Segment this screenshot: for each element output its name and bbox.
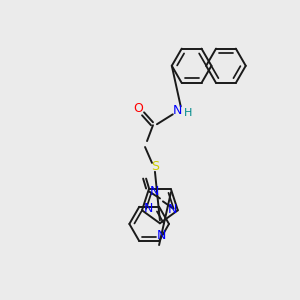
Text: N: N bbox=[156, 229, 166, 242]
Text: H: H bbox=[184, 108, 192, 118]
Text: S: S bbox=[151, 160, 159, 173]
Text: O: O bbox=[133, 102, 143, 115]
Text: N: N bbox=[150, 185, 160, 198]
Text: N: N bbox=[143, 202, 153, 215]
Text: N: N bbox=[173, 104, 182, 117]
Text: N: N bbox=[168, 203, 178, 216]
